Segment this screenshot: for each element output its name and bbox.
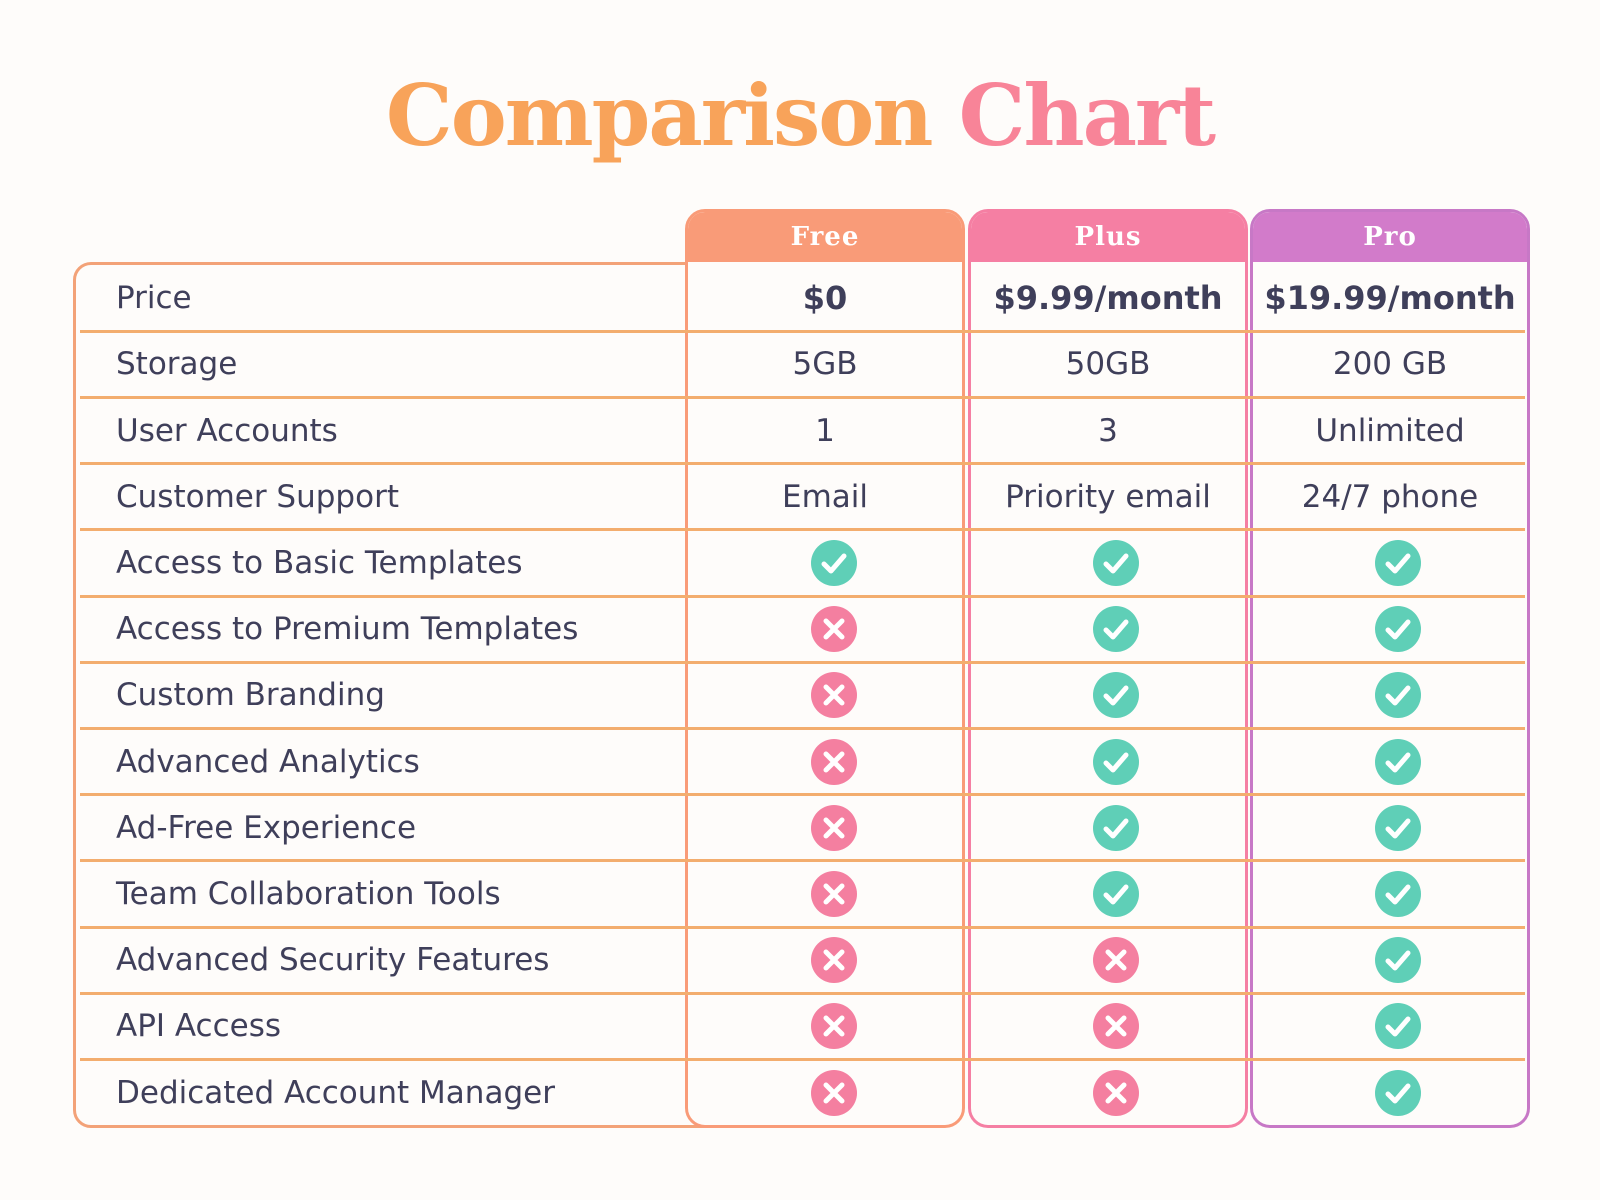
x-circle-icon: [811, 1003, 857, 1050]
check-circle-icon: [1093, 804, 1139, 851]
x-circle-icon: [811, 672, 857, 719]
check-circle-icon: [1375, 1003, 1421, 1050]
value-pro-storage: 200 GB: [1332, 346, 1448, 383]
x-circle-icon: [811, 738, 857, 785]
x-circle-icon: [811, 1069, 857, 1116]
row-divider: [80, 793, 1525, 797]
feature-label-ad-free-experience: Ad-Free Experience: [116, 809, 417, 846]
check-circle-icon: [1375, 870, 1421, 917]
feature-label-advanced-analytics: Advanced Analytics: [116, 743, 420, 780]
check-circle-icon: [1375, 606, 1421, 653]
row-divider: [80, 859, 1525, 863]
value-free-price: $0: [802, 279, 848, 318]
x-circle-icon: [811, 804, 857, 851]
check-circle-icon: [1093, 738, 1139, 785]
row-divider: [80, 1057, 1525, 1061]
feature-label-customer-support: Customer Support: [116, 478, 399, 515]
check-circle-icon: [1375, 672, 1421, 719]
check-circle-icon: [1093, 539, 1139, 586]
value-pro-user-accounts: Unlimited: [1315, 412, 1465, 449]
row-divider: [80, 925, 1525, 929]
check-circle-icon: [1093, 672, 1139, 719]
value-plus-price: $9.99/month: [993, 279, 1223, 318]
check-circle-icon: [1375, 738, 1421, 785]
plan-header-pro: Pro: [1253, 212, 1527, 262]
title-word-comparison: Comparison: [385, 66, 933, 165]
plan-header-free: Free: [688, 212, 962, 262]
row-divider: [80, 329, 1525, 333]
x-circle-icon: [1093, 1003, 1139, 1050]
row-divider: [80, 462, 1525, 466]
check-circle-icon: [1375, 804, 1421, 851]
plan-header-plus: Plus: [971, 212, 1245, 262]
feature-label-price: Price: [116, 280, 192, 317]
feature-label-user-accounts: User Accounts: [116, 412, 338, 449]
feature-label-access-to-premium-templates: Access to Premium Templates: [116, 611, 579, 648]
page-title: Comparison Chart: [0, 66, 1600, 165]
x-circle-icon: [1093, 937, 1139, 984]
row-divider: [80, 395, 1525, 399]
feature-label-api-access: API Access: [116, 1008, 282, 1045]
value-plus-storage: 50GB: [1065, 346, 1151, 383]
value-pro-customer-support: 24/7 phone: [1301, 478, 1479, 515]
x-circle-icon: [1093, 1069, 1139, 1116]
feature-label-access-to-basic-templates: Access to Basic Templates: [116, 544, 523, 581]
row-divider: [80, 726, 1525, 730]
feature-label-advanced-security-features: Advanced Security Features: [116, 942, 550, 979]
value-plus-customer-support: Priority email: [1005, 478, 1211, 515]
x-circle-icon: [811, 937, 857, 984]
row-divider: [80, 991, 1525, 995]
check-circle-icon: [1375, 539, 1421, 586]
check-circle-icon: [1093, 870, 1139, 917]
check-circle-icon: [811, 539, 857, 586]
value-plus-user-accounts: 3: [1098, 412, 1118, 449]
title-word-chart: Chart: [958, 66, 1216, 165]
x-circle-icon: [811, 606, 857, 653]
check-circle-icon: [1093, 606, 1139, 653]
feature-label-dedicated-account-manager: Dedicated Account Manager: [116, 1074, 555, 1111]
value-free-customer-support: Email: [781, 478, 868, 515]
feature-label-custom-branding: Custom Branding: [116, 677, 385, 714]
check-circle-icon: [1375, 937, 1421, 984]
row-divider: [80, 528, 1525, 532]
check-circle-icon: [1375, 1069, 1421, 1116]
row-divider: [80, 660, 1525, 664]
x-circle-icon: [811, 870, 857, 917]
value-pro-price: $19.99/month: [1264, 279, 1516, 318]
feature-label-storage: Storage: [116, 346, 238, 383]
value-free-storage: 5GB: [792, 346, 858, 383]
value-free-user-accounts: 1: [815, 412, 835, 449]
row-divider: [80, 594, 1525, 598]
feature-label-team-collaboration-tools: Team Collaboration Tools: [116, 875, 501, 912]
